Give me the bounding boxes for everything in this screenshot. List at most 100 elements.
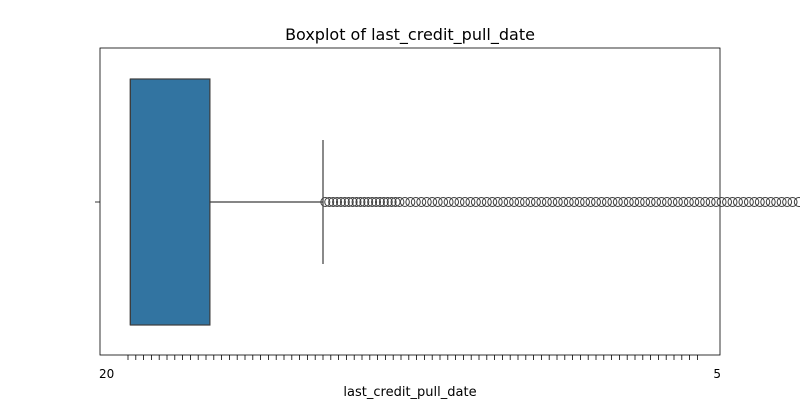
outlier-point (672, 197, 683, 207)
outlier-point (612, 197, 623, 207)
outlier-point (432, 197, 443, 207)
outlier-point (470, 197, 481, 207)
outlier-point (585, 197, 596, 207)
outlier-point (596, 197, 607, 207)
outlier-point (454, 197, 465, 207)
outlier-point (335, 197, 346, 207)
outlier-point (405, 197, 416, 207)
outlier-point (793, 197, 800, 207)
outlier-point (438, 197, 449, 207)
outlier-point (574, 197, 585, 207)
outlier-point (683, 197, 694, 207)
outlier-point (776, 197, 787, 207)
outlier-point (547, 197, 558, 207)
outlier-point (787, 197, 798, 207)
outlier-point (328, 197, 339, 207)
outlier-point (754, 197, 765, 207)
outlier-point (324, 197, 335, 207)
outlier-point (525, 197, 536, 207)
outlier-point (359, 197, 370, 207)
outlier-point (580, 197, 591, 207)
outlier-point (339, 197, 350, 207)
outlier-point (601, 197, 612, 207)
outlier-point (727, 197, 738, 207)
outlier-point (732, 197, 743, 207)
outlier-point (530, 197, 541, 207)
outlier-point (667, 197, 678, 207)
outlier-point (394, 197, 405, 207)
outlier-point (552, 197, 563, 207)
outlier-point (410, 197, 421, 207)
outlier-point (520, 197, 531, 207)
outlier-point (738, 197, 749, 207)
outlier-point (363, 197, 374, 207)
outlier-point (421, 197, 432, 207)
outlier-point (623, 197, 634, 207)
x-tick-label-last: 5 (713, 367, 721, 381)
outlier-point (645, 197, 656, 207)
outlier-point (771, 197, 782, 207)
box-iqr (129, 78, 211, 326)
outlier-point (765, 197, 776, 207)
outlier-point (656, 197, 667, 207)
outlier-point (782, 197, 793, 207)
outlier-point (465, 197, 476, 207)
outlier-point (743, 197, 754, 207)
outlier-point (378, 197, 389, 207)
outlier-point (320, 197, 331, 207)
outlier-point (716, 197, 727, 207)
outlier-point (514, 197, 525, 207)
outlier-point (492, 197, 503, 207)
outlier-point (541, 197, 552, 207)
outlier-point (563, 197, 574, 207)
outlier-point (427, 197, 438, 207)
outlier-point (355, 197, 366, 207)
outlier-point (661, 197, 672, 207)
outlier-point (386, 197, 397, 207)
outlier-point (569, 197, 580, 207)
outlier-point (487, 197, 498, 207)
outlier-point (481, 197, 492, 207)
outlier-point (332, 197, 343, 207)
outlier-point (509, 197, 520, 207)
outlier-point (371, 197, 382, 207)
outlier-point (640, 197, 651, 207)
outlier-point (651, 197, 662, 207)
outlier-point (443, 197, 454, 207)
outlier-point (700, 197, 711, 207)
x-axis-ticks (127, 355, 698, 360)
outlier-point (591, 197, 601, 207)
outlier-point (416, 197, 427, 207)
outlier-point (689, 197, 700, 207)
outlier-point (399, 197, 410, 207)
outlier-point (722, 197, 733, 207)
outlier-point (459, 197, 470, 207)
box-group (129, 78, 324, 326)
outlier-point (694, 197, 705, 207)
outlier-point (347, 197, 358, 207)
outlier-point (705, 197, 716, 207)
outlier-point (476, 197, 487, 207)
outlier-point (678, 197, 689, 207)
x-tick-label-first: 20 (99, 367, 114, 381)
outlier-point (760, 197, 771, 207)
outlier-point (618, 197, 629, 207)
x-axis-label: last_credit_pull_date (343, 385, 476, 400)
outlier-point (382, 197, 393, 207)
outlier-point (503, 197, 514, 207)
outlier-group (320, 197, 800, 207)
outlier-point (536, 197, 547, 207)
outlier-point (629, 197, 640, 207)
outlier-point (498, 197, 509, 207)
x-axis-tick-labels: 20 5 (99, 367, 721, 381)
outlier-point (367, 197, 378, 207)
outlier-point (343, 197, 354, 207)
outlier-point (558, 197, 569, 207)
outlier-point (607, 197, 618, 207)
outlier-point (711, 197, 722, 207)
chart-title: Boxplot of last_credit_pull_date (285, 25, 535, 45)
outlier-point (374, 197, 385, 207)
outlier-point (634, 197, 645, 207)
